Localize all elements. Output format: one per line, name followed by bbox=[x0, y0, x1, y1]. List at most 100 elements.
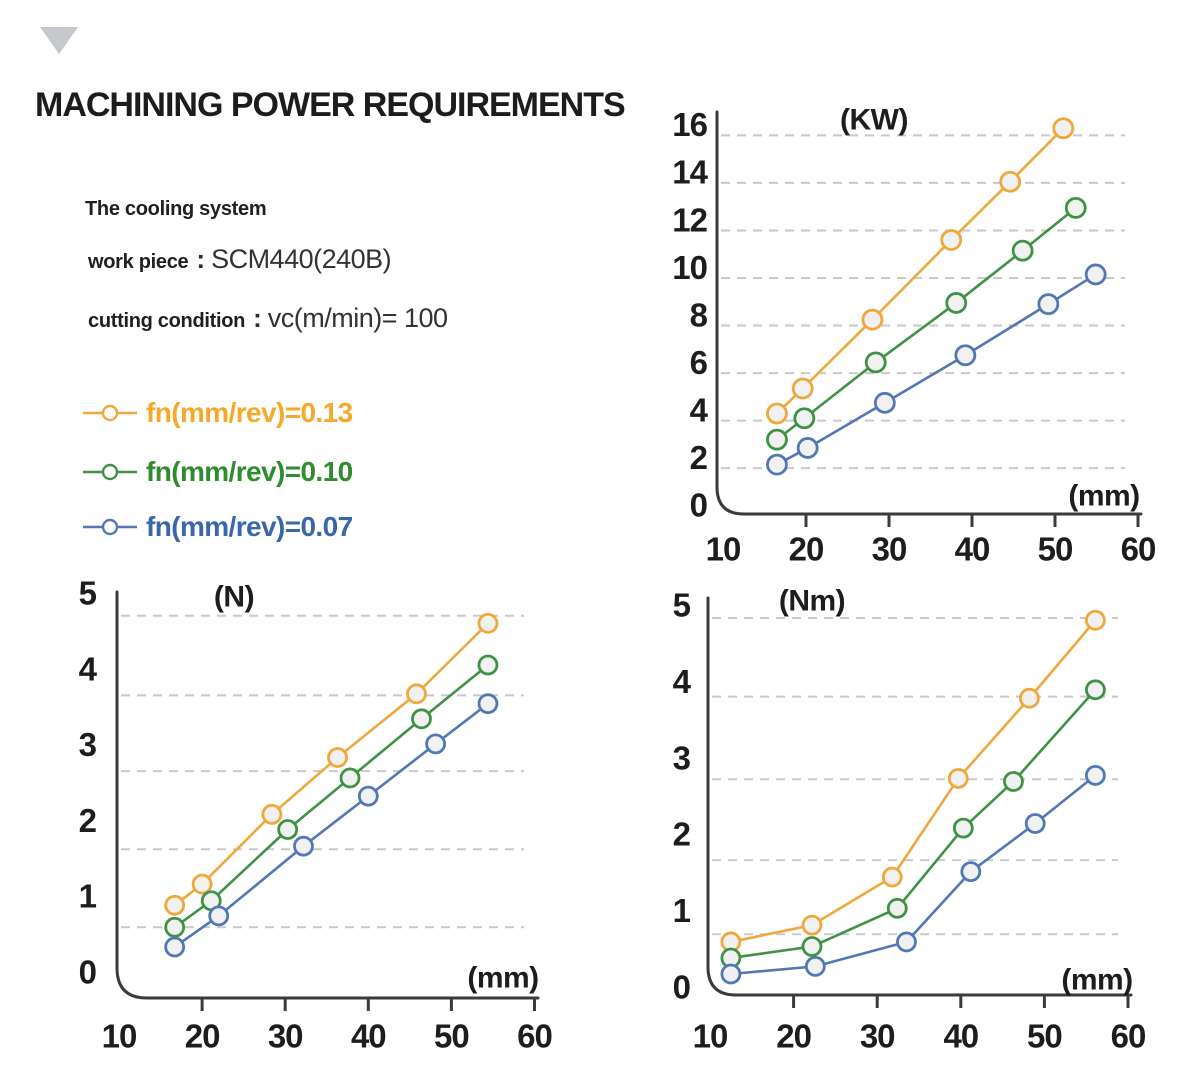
data-point-marker bbox=[886, 897, 908, 919]
legend-item-label: fn(mm/rev)=0.07 bbox=[146, 511, 353, 542]
data-point-marker bbox=[477, 654, 499, 676]
y-tick-label: 0 bbox=[673, 969, 690, 1006]
x-tick-label: 20 bbox=[776, 1018, 811, 1055]
series-line bbox=[730, 619, 1097, 944]
chart-torque-nm: 10 20 30 40 50 60 0 1 2 3 4 5 (Nm) (mm) bbox=[673, 585, 1147, 1055]
x-tick-label: 50 bbox=[1038, 531, 1073, 568]
data-point-marker bbox=[796, 437, 819, 459]
axis bbox=[706, 596, 1133, 997]
data-point-marker bbox=[164, 916, 186, 938]
y-tick-label: 4 bbox=[690, 391, 709, 428]
series-line bbox=[776, 127, 1065, 415]
x-tick-label: 30 bbox=[872, 531, 907, 568]
work-piece-separator: : bbox=[196, 244, 206, 274]
data-point-marker bbox=[960, 861, 982, 883]
y-tick-label: 3 bbox=[79, 726, 97, 763]
y-tick-label: 2 bbox=[690, 439, 708, 476]
data-point-marker bbox=[339, 767, 361, 789]
work-piece-line: work piece : SCM440(240B) bbox=[88, 244, 392, 275]
data-point-marker bbox=[947, 768, 969, 789]
legend-line-marker-icon bbox=[83, 463, 137, 481]
series-line bbox=[173, 663, 489, 929]
y-tick-label: 0 bbox=[690, 487, 707, 524]
data-point-marker bbox=[477, 693, 499, 715]
data-point-marker bbox=[477, 612, 499, 634]
y-tick-label: 6 bbox=[690, 344, 708, 381]
data-point-marker bbox=[861, 308, 884, 331]
legend-item-0.07: fn(mm/rev)=0.07 bbox=[82, 511, 353, 543]
series-line bbox=[730, 774, 1097, 976]
cutting-condition-label: cutting condition bbox=[88, 310, 246, 332]
y-tick-label: 1 bbox=[79, 878, 97, 915]
cooling-system-label: The cooling system bbox=[85, 198, 267, 221]
data-point-marker bbox=[357, 785, 379, 807]
x-axis-unit-label: (mm) bbox=[1061, 964, 1132, 997]
data-point-marker bbox=[1084, 609, 1106, 631]
work-piece-label: work piece bbox=[88, 251, 189, 273]
data-point-marker bbox=[720, 963, 742, 985]
data-point-marker bbox=[1024, 813, 1046, 834]
data-point-marker bbox=[766, 453, 788, 476]
data-point-marker bbox=[1011, 239, 1034, 262]
data-point-marker bbox=[425, 733, 447, 755]
decorative-triangle-icon bbox=[40, 27, 78, 54]
y-tick-label: 4 bbox=[79, 650, 98, 687]
legend-item-label: fn(mm/rev)=0.13 bbox=[146, 397, 353, 428]
cutting-condition-separator: : bbox=[253, 303, 262, 333]
chart-power-kw: 10 20 30 40 50 60 0 2 4 6 8 10 12 14 16 (KW) (mm) bbox=[672, 104, 1156, 568]
data-point-marker bbox=[766, 428, 788, 451]
data-point-marker bbox=[940, 229, 963, 251]
data-point-marker bbox=[801, 914, 823, 936]
y-tick-label: 3 bbox=[673, 739, 691, 776]
data-point-marker bbox=[945, 292, 968, 314]
data-point-marker bbox=[881, 866, 903, 888]
data-point-marker bbox=[406, 683, 427, 705]
y-tick-label: 5 bbox=[79, 575, 97, 612]
x-tick-label: 10 bbox=[706, 531, 741, 568]
y-tick-label: 0 bbox=[79, 954, 96, 991]
x-tick-label: 20 bbox=[185, 1018, 220, 1055]
data-point-marker bbox=[164, 936, 186, 958]
y-tick-label: 12 bbox=[672, 201, 707, 238]
data-point-marker bbox=[1084, 764, 1106, 786]
data-point-marker bbox=[1064, 196, 1087, 219]
data-point-marker bbox=[873, 391, 896, 414]
x-tick-label: 40 bbox=[351, 1018, 386, 1055]
y-tick-label: 2 bbox=[673, 816, 691, 853]
data-point-marker bbox=[411, 708, 432, 730]
data-point-marker bbox=[766, 402, 788, 425]
data-point-marker bbox=[277, 819, 299, 840]
data-point-marker bbox=[999, 170, 1022, 193]
y-tick-label: 4 bbox=[673, 663, 692, 700]
data-point-marker bbox=[793, 407, 816, 430]
x-tick-label: 10 bbox=[693, 1018, 728, 1055]
y-tick-label: 16 bbox=[672, 106, 707, 143]
chart-unit-title: (KW) bbox=[840, 104, 908, 137]
x-tick-label: 40 bbox=[955, 531, 990, 568]
axis bbox=[715, 110, 1143, 516]
legend-item-0.10: fn(mm/rev)=0.10 bbox=[82, 456, 353, 488]
data-point-marker bbox=[1084, 263, 1107, 286]
page-title: MACHINING POWER REQUIREMENTS bbox=[35, 86, 626, 124]
data-point-marker bbox=[896, 931, 917, 953]
data-point-marker bbox=[1037, 293, 1060, 316]
y-tick-label: 2 bbox=[79, 802, 97, 839]
y-tick-label: 1 bbox=[673, 892, 691, 929]
axis bbox=[115, 590, 540, 1000]
x-tick-label: 50 bbox=[434, 1018, 469, 1055]
legend-item-label: fn(mm/rev)=0.10 bbox=[146, 456, 353, 487]
data-point-marker bbox=[791, 377, 814, 400]
legend-line-marker-icon bbox=[83, 518, 137, 536]
cooling-system-text: The cooling system bbox=[85, 198, 267, 220]
data-point-marker bbox=[208, 905, 230, 927]
series-line bbox=[730, 688, 1097, 960]
x-tick-label: 60 bbox=[1111, 1018, 1146, 1055]
x-axis-unit-label: (mm) bbox=[1068, 480, 1139, 513]
x-tick-label: 50 bbox=[1027, 1018, 1062, 1055]
data-point-marker bbox=[293, 835, 314, 857]
y-tick-label: 10 bbox=[672, 249, 707, 286]
cutting-condition-line: cutting condition : vc(m/min)= 100 bbox=[88, 303, 448, 334]
legend-line-marker-icon bbox=[83, 404, 137, 422]
chart-force-n: 10 20 30 40 50 60 0 1 2 3 4 5 (N) (mm) bbox=[79, 575, 553, 1055]
data-point-marker bbox=[1052, 117, 1075, 140]
